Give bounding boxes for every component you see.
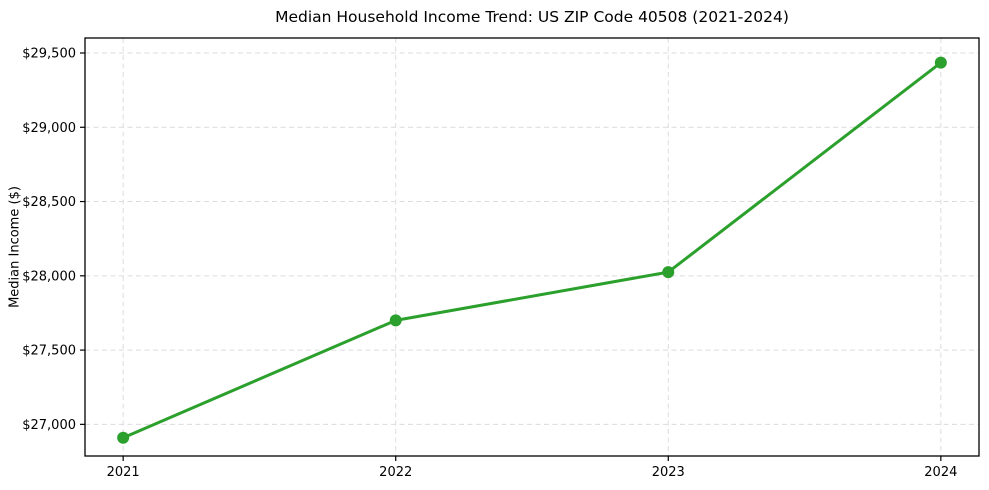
y-tick-label: $28,000 (22, 269, 76, 284)
y-tick-label: $29,000 (22, 121, 76, 136)
x-tick-label: 2021 (107, 465, 140, 480)
trend-line (121, 61, 943, 440)
y-tick-label: $27,500 (22, 344, 76, 359)
data-point-marker (662, 266, 675, 279)
chart-title: Median Household Income Trend: US ZIP Co… (275, 8, 789, 26)
y-tick-label: $29,500 (22, 47, 76, 62)
x-tick-label: 2024 (924, 465, 957, 480)
data-point-marker (934, 56, 947, 69)
plot-border (84, 37, 980, 457)
data-point-marker (117, 431, 130, 444)
y-tick-label: $28,500 (22, 195, 76, 210)
y-tick-label: $27,000 (22, 418, 76, 433)
x-tick-label: 2023 (652, 465, 685, 480)
x-tick-label: 2022 (379, 465, 412, 480)
data-point-marker (389, 314, 402, 327)
